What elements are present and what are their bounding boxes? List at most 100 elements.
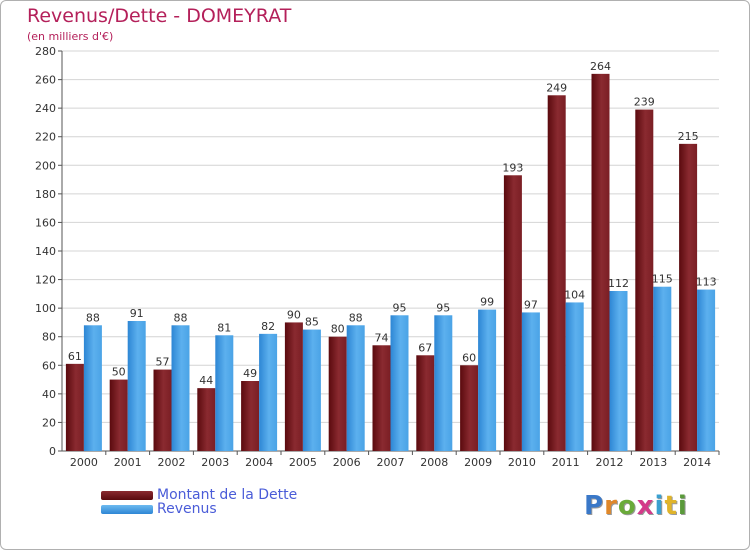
data-label-revenus: 95: [436, 301, 450, 314]
data-label-dette: 67: [418, 341, 432, 354]
legend-label-dette: Montant de la Dette: [157, 487, 298, 503]
y-tick-label: 80: [42, 331, 56, 344]
bar-revenus: [302, 329, 321, 451]
y-tick-label: 180: [35, 188, 56, 201]
bar-dette: [416, 355, 435, 451]
data-label-revenus: 97: [524, 298, 538, 311]
proxiti-logo: Proxiti: [584, 491, 688, 521]
y-tick-label: 280: [35, 45, 56, 58]
bar-dette: [372, 345, 391, 451]
x-tick-label: 2011: [552, 456, 580, 469]
data-label-dette: 61: [68, 350, 82, 363]
bar-revenus: [697, 289, 716, 451]
bar-revenus: [127, 321, 146, 451]
bar-revenus: [259, 333, 278, 451]
x-tick-label: 2004: [245, 456, 273, 469]
bar-revenus: [83, 325, 102, 451]
legend-item-dette: Montant de la Dette: [101, 487, 298, 503]
y-tick-label: 40: [42, 388, 56, 401]
bar-dette: [591, 73, 610, 451]
bar-dette: [503, 175, 522, 452]
y-tick-label: 200: [35, 159, 56, 172]
bar-revenus: [609, 291, 628, 451]
y-tick-label: 60: [42, 359, 56, 372]
x-tick-label: 2000: [70, 456, 98, 469]
legend-swatch-dette: [101, 490, 153, 500]
data-label-dette: 80: [331, 323, 345, 336]
x-tick-label: 2006: [333, 456, 361, 469]
x-tick-label: 2010: [508, 456, 536, 469]
x-tick-label: 2008: [420, 456, 448, 469]
data-label-revenus: 95: [393, 301, 407, 314]
x-tick-label: 2014: [683, 456, 711, 469]
x-tick-label: 2013: [639, 456, 667, 469]
data-label-dette: 239: [634, 96, 655, 109]
data-label-revenus: 99: [480, 296, 494, 309]
bar-revenus: [171, 325, 190, 451]
bar-dette: [65, 363, 84, 451]
x-tick-label: 2005: [289, 456, 317, 469]
bar-revenus: [478, 309, 497, 451]
y-tick-label: 140: [35, 245, 56, 258]
data-label-revenus: 85: [305, 316, 319, 329]
bar-revenus: [434, 315, 453, 451]
data-label-dette: 215: [678, 130, 699, 143]
bar-revenus: [346, 325, 365, 451]
data-label-revenus: 91: [130, 307, 144, 320]
bar-revenus: [521, 312, 540, 451]
x-tick-label: 2012: [596, 456, 624, 469]
data-label-revenus: 88: [174, 311, 188, 324]
data-label-revenus: 88: [86, 311, 100, 324]
data-label-dette: 60: [462, 351, 476, 364]
bar-dette: [284, 322, 303, 451]
data-label-dette: 90: [287, 308, 301, 321]
y-tick-label: 240: [35, 102, 56, 115]
x-tick-label: 2009: [464, 456, 492, 469]
legend-item-revenus: Revenus: [101, 501, 217, 517]
y-tick-label: 220: [35, 131, 56, 144]
data-label-revenus: 112: [608, 277, 629, 290]
data-label-dette: 193: [502, 161, 523, 174]
data-label-revenus: 88: [349, 311, 363, 324]
legend-label-revenus: Revenus: [157, 501, 217, 517]
data-label-dette: 74: [375, 331, 389, 344]
x-tick-label: 2002: [158, 456, 186, 469]
bar-dette: [547, 95, 566, 452]
data-label-dette: 57: [156, 356, 170, 369]
x-tick-label: 2003: [201, 456, 229, 469]
data-label-revenus: 113: [696, 276, 717, 289]
data-label-dette: 50: [112, 366, 126, 379]
bar-dette: [109, 379, 128, 451]
bar-dette: [679, 143, 698, 451]
bar-revenus: [215, 335, 234, 451]
bar-revenus: [653, 286, 672, 451]
data-label-dette: 49: [243, 367, 257, 380]
y-tick-label: 0: [49, 445, 56, 458]
bar-dette: [328, 336, 347, 451]
bar-dette: [635, 109, 654, 452]
y-tick-label: 160: [35, 216, 56, 229]
bar-dette: [197, 388, 216, 451]
y-tick-label: 260: [35, 74, 56, 87]
chart-title: Revenus/Dette - DOMEYRAT: [27, 5, 292, 27]
data-label-revenus: 104: [564, 288, 585, 301]
x-tick-label: 2001: [114, 456, 142, 469]
data-label-dette: 44: [199, 374, 213, 387]
bar-revenus: [565, 302, 584, 451]
legend-swatch-revenus: [101, 504, 153, 514]
y-tick-label: 20: [42, 416, 56, 429]
y-tick-label: 120: [35, 274, 56, 287]
data-label-revenus: 82: [261, 320, 275, 333]
data-label-dette: 264: [590, 60, 611, 73]
bar-dette: [460, 365, 479, 451]
data-label-revenus: 81: [217, 321, 231, 334]
bar-dette: [241, 381, 260, 451]
y-tick-label: 100: [35, 302, 56, 315]
chart-subtitle: (en milliers d'€): [27, 30, 114, 43]
data-label-revenus: 115: [652, 273, 673, 286]
bar-revenus: [390, 315, 409, 451]
bar-dette: [153, 369, 172, 451]
x-tick-label: 2007: [377, 456, 405, 469]
